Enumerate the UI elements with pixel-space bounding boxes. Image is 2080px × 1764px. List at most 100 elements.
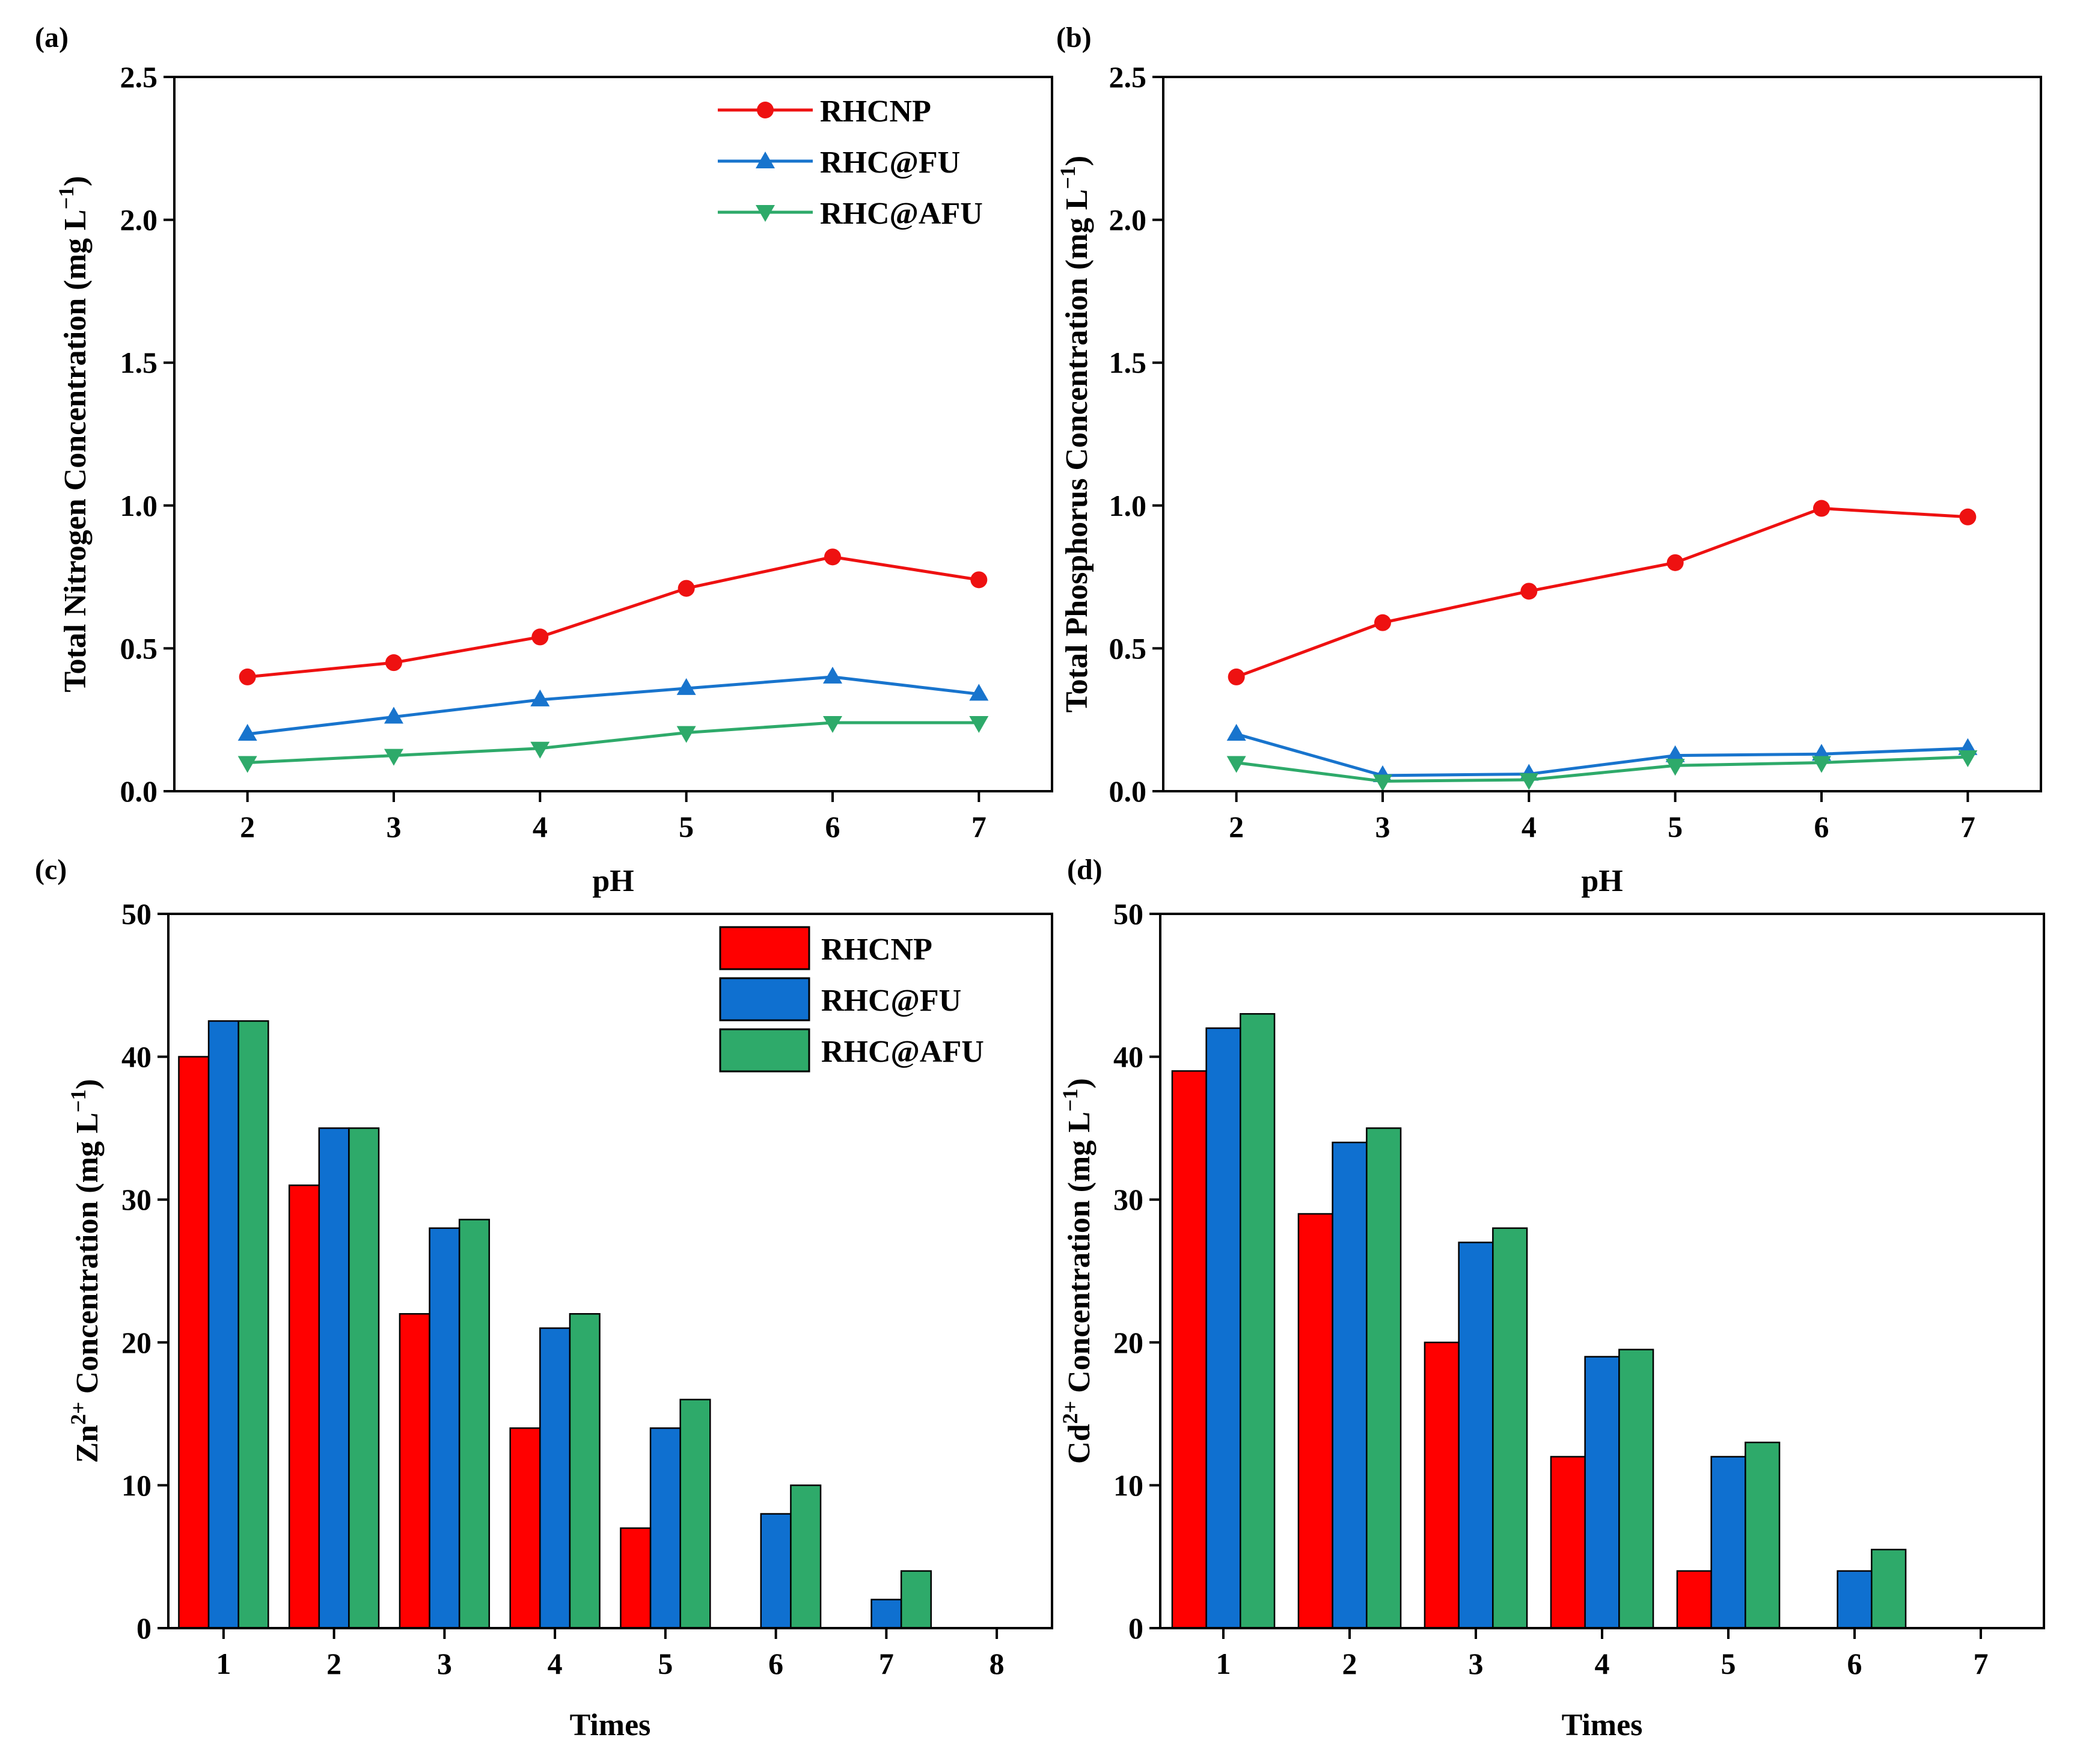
legend-item-rhc-fu: RHC@FU [821,984,961,1018]
x-tick-label: 1 [1216,1647,1231,1680]
y-tick-label: 30 [1113,1183,1143,1216]
point-rhc-afu [1665,759,1685,776]
legend-item-rhcnp: RHCNP [821,933,932,967]
point-rhc-afu [237,756,257,773]
bar-rhc-afu [900,1570,932,1629]
y-tick-label: 0 [1128,1611,1143,1645]
series-line-rhcnp [247,555,979,679]
panel-d-y-axis-label: Cd2+ Concentration (mg L−1) [1058,1078,1097,1464]
x-tick-label: 3 [1375,810,1390,844]
x-tick-label: 4 [1595,1647,1610,1680]
point-rhcnp [1813,500,1830,517]
panel-a-y-axis-label: Total Nitrogen Concentration (mg L−1) [54,176,93,693]
y-tick-label: 20 [121,1326,151,1359]
point-rhc-fu [1665,745,1685,762]
bar-rhcnp [1550,1456,1586,1629]
y-tick-label: 40 [121,1040,151,1074]
point-rhcnp [531,628,549,646]
point-rhc-fu [1226,723,1246,741]
x-tick-label: 6 [768,1647,783,1680]
point-rhc-afu [969,715,989,733]
point-rhcnp [824,548,841,566]
x-tick-label: 4 [1522,810,1537,844]
bar-rhcnp [1676,1570,1712,1629]
x-tick-label: 5 [679,810,694,844]
bar-rhc-fu [870,1599,902,1629]
bar-rhc-afu [1492,1227,1528,1629]
panel-a-legend: RHCNP RHC@FU RHC@AFU [718,94,983,231]
x-tick-label: 2 [240,810,255,844]
bar-rhc-afu [790,1484,822,1629]
panel-d-x-axis-label: Times [1562,1708,1643,1742]
y-tick-label: 1.0 [120,489,158,522]
panel-b-y-axis-label: Total Phosphorus Concentration (mg L−1) [1056,156,1094,712]
bar-rhc-fu [207,1020,239,1629]
panel-c-y-axis-label: Zn2+ Concentration (mg L−1) [66,1079,105,1463]
bar-rhc-fu [1332,1141,1368,1629]
bar-rhc-afu [1240,1013,1276,1629]
y-tick-label: 0 [136,1611,151,1645]
point-rhcnp [1374,614,1391,631]
bar-rhc-fu [760,1513,792,1629]
y-tick-label: 2.5 [120,60,158,94]
bar-rhc-afu [458,1219,491,1629]
bar-rhc-afu [237,1020,269,1629]
panel-c-plot-frame [167,913,1053,1629]
x-tick-label: 2 [1229,810,1244,844]
y-tick-label: 2.0 [120,203,158,237]
point-rhc-afu [1812,756,1831,773]
point-rhcnp [239,668,256,685]
legend-item-rhc-fu: RHC@FU [820,145,960,180]
bar-rhc-fu [1584,1356,1620,1629]
x-tick-label: 7 [879,1647,894,1680]
bar-rhcnp [620,1527,652,1629]
x-tick-label: 6 [1847,1647,1862,1680]
bar-rhc-fu [318,1127,350,1629]
point-rhc-afu [823,715,842,733]
bar-rhc-fu [539,1327,571,1629]
x-tick-label: 4 [533,810,548,844]
y-tick-label: 1.5 [1109,346,1147,379]
x-tick-label: 6 [1814,810,1829,844]
panel-a-x-axis-label: pH [592,864,634,898]
bar-rhcnp [1424,1341,1460,1629]
panel-b-total-phosphorus: (b) 0.0 0.5 1.0 1.5 2.0 2.5 2 3 4 5 6 7 pH Total P… [1056,22,2042,898]
bar-rhc-fu [1458,1242,1494,1629]
y-tick-label: 0.0 [120,774,158,808]
y-tick-label: 20 [1113,1326,1143,1359]
panel-a-plot-frame [173,76,1053,792]
x-tick-label: 2 [326,1647,341,1680]
panel-c-legend: RHCNP RHC@FU RHC@AFU [719,926,984,1073]
point-rhc-fu [823,666,842,684]
bar-rhcnp [399,1313,430,1629]
point-rhc-afu [676,726,696,743]
bar-rhc-fu [649,1427,681,1629]
y-tick-label: 50 [121,897,151,931]
point-rhcnp [1520,583,1538,600]
series-line-rhc-afu [247,721,979,764]
x-tick-label: 4 [548,1647,563,1680]
point-rhc-afu [384,749,403,766]
y-tick-label: 0.5 [1109,631,1147,665]
point-rhc-afu [1226,756,1246,773]
legend-item-rhc-afu: RHC@AFU [821,1035,984,1069]
point-rhcnp [678,580,695,597]
point-rhc-afu [1519,773,1539,790]
series-line-rhc-fu [247,675,979,736]
x-tick-label: 3 [387,810,402,844]
panel-c-zn-concentration: (c) 0 10 20 30 40 50 1 2 3 4 5 6 7 8 Times Zn2+ Conc… [35,854,1053,1742]
point-rhcnp [1666,554,1684,571]
bar-rhcnp [288,1184,320,1629]
y-tick-label: 0.0 [1109,774,1147,808]
x-tick-label: 1 [216,1647,231,1680]
x-tick-label: 6 [825,810,840,844]
bar-rhcnp [509,1427,541,1629]
y-tick-label: 50 [1113,897,1143,931]
point-rhc-afu [1958,750,1978,767]
panel-c-label: (c) [35,854,67,886]
panel-d-label: (d) [1067,854,1103,886]
x-tick-label: 3 [1469,1647,1484,1680]
y-tick-label: 10 [1113,1468,1143,1502]
y-tick-label: 1.0 [1109,489,1147,522]
